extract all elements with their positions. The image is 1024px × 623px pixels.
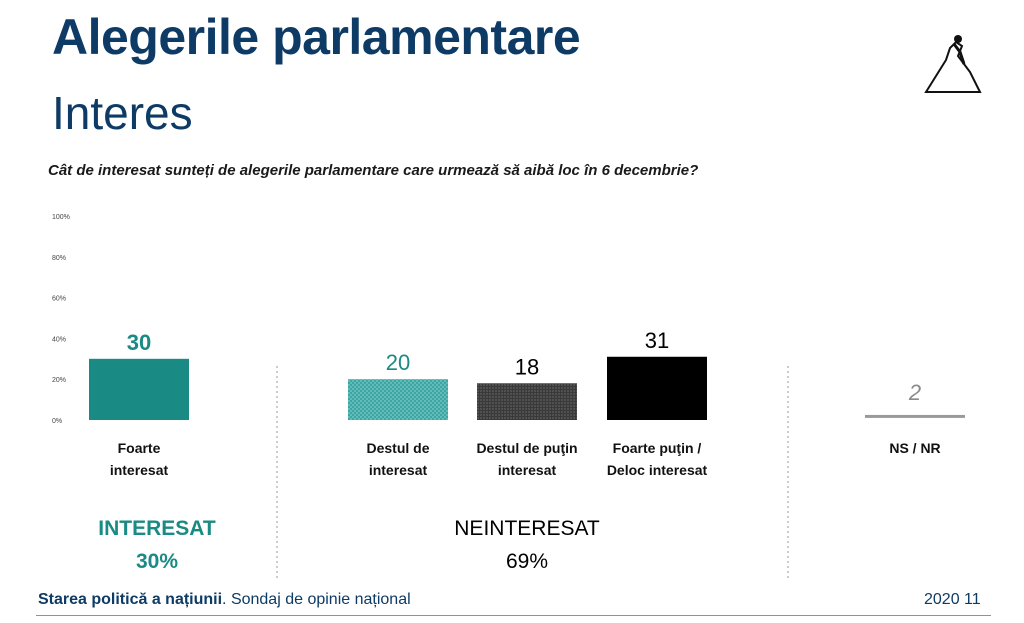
- group-label: NEINTERESAT: [454, 517, 600, 540]
- category-label: interesat: [498, 462, 557, 478]
- bar: [607, 356, 707, 420]
- data-label: 30: [127, 330, 151, 355]
- category-label: Destul de: [366, 440, 429, 456]
- footer-source: Starea politică a națiunii. Sondaj de op…: [38, 591, 411, 609]
- data-label: 2: [908, 380, 921, 405]
- y-tick-label: 0%: [52, 418, 62, 425]
- group-total: 69%: [506, 550, 548, 573]
- data-label: 31: [645, 328, 669, 353]
- footer-source-rest: . Sondaj de opinie național: [222, 591, 411, 608]
- y-tick-label: 100%: [52, 214, 70, 221]
- category-label: NS / NR: [889, 440, 940, 456]
- data-label: 18: [515, 354, 539, 379]
- survey-question: Cât de interesat sunteți de alegerile pa…: [48, 162, 699, 179]
- bar: [865, 414, 965, 418]
- page-subtitle: Interes: [52, 87, 193, 139]
- y-tick-label: 80%: [52, 255, 66, 262]
- bar: [348, 379, 448, 420]
- bar: [477, 383, 577, 420]
- footer-source-bold: Starea politică a națiunii: [38, 591, 223, 608]
- footer-date: 2020 11: [924, 591, 981, 608]
- category-label: Deloc interesat: [607, 462, 708, 478]
- category-label: Foarte: [118, 440, 161, 456]
- category-label: Destul de puţin: [476, 440, 577, 456]
- group-total: 30%: [136, 550, 178, 573]
- bar: [89, 358, 189, 420]
- y-tick-label: 40%: [52, 336, 66, 343]
- page-title: Alegerile parlamentare: [52, 9, 581, 65]
- y-tick-label: 20%: [52, 377, 66, 384]
- y-tick-label: 60%: [52, 296, 66, 303]
- category-label: interesat: [369, 462, 428, 478]
- group-label: INTERESAT: [98, 517, 216, 540]
- footer-divider: [36, 615, 991, 616]
- category-label: Foarte puţin /: [613, 440, 702, 456]
- category-label: interesat: [110, 462, 169, 478]
- data-label: 20: [386, 350, 410, 375]
- climber-logo-icon: [924, 35, 982, 93]
